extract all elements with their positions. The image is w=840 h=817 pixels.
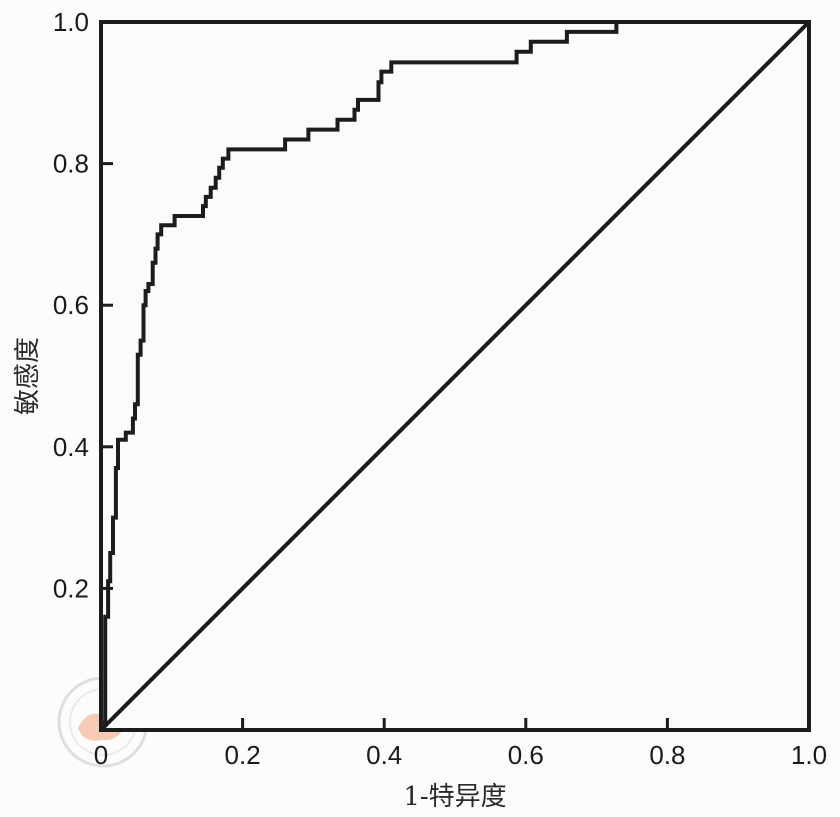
- x-tick-label: 1.0: [791, 740, 827, 770]
- y-tick-label: 0.2: [53, 573, 89, 603]
- x-tick-label: 0.8: [649, 740, 685, 770]
- x-axis-title: 1-特异度: [403, 782, 506, 812]
- y-axis-title: 敏感度: [13, 337, 43, 415]
- y-tick-label: 1.0: [53, 7, 89, 37]
- y-tick-label: 0.6: [53, 290, 89, 320]
- y-tick-label: 0.8: [53, 149, 89, 179]
- reference-diagonal-line: [99, 20, 811, 732]
- x-tick-label: 0: [94, 740, 108, 770]
- y-tick-label: 0.4: [53, 432, 89, 462]
- chart-lines: [99, 20, 811, 732]
- tick-labels: 0 0.2 0.4 0.6 0.8 1.0 0.2 0.4 0.6 0.8 1.0: [53, 7, 827, 770]
- x-tick-label: 0.4: [366, 740, 402, 770]
- axis-ticks: [99, 20, 811, 730]
- roc-curve-line: [99, 20, 809, 730]
- x-tick-label: 0.2: [225, 740, 261, 770]
- x-tick-label: 0.6: [508, 740, 544, 770]
